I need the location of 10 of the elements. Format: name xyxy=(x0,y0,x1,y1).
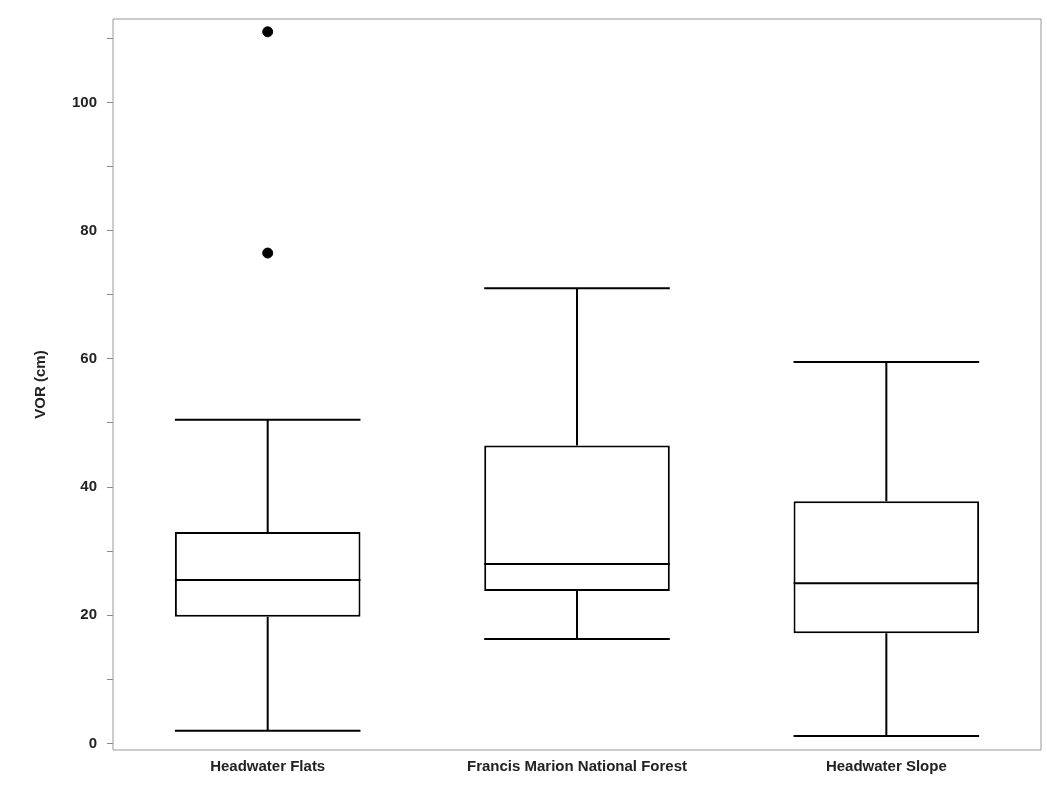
x-tick-label: Headwater Slope xyxy=(825,757,947,775)
x-tick-label: Francis Marion National Forest xyxy=(466,757,688,775)
y-tick-label: 80 xyxy=(80,220,98,238)
y-tick-label: 0 xyxy=(88,733,98,751)
y-tick-label: 100 xyxy=(72,92,98,110)
y-axis-title: VOR (cm) xyxy=(31,350,49,419)
y-tick-label: 60 xyxy=(80,348,98,366)
y-tick-label: 40 xyxy=(80,477,98,495)
y-tick-label: 20 xyxy=(80,605,98,623)
x-tick-label: Headwater Flats xyxy=(210,757,326,775)
